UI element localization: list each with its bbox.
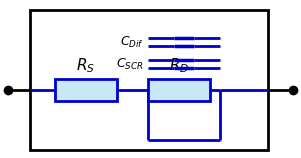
Text: $R_D$: $R_D$	[169, 56, 189, 75]
Text: $C_{Dif}$: $C_{Dif}$	[120, 34, 144, 50]
Bar	[30, 10, 268, 150]
Bar	[148, 79, 210, 101]
Text: $R_S$: $R_S$	[76, 56, 95, 75]
Bar	[55, 79, 117, 101]
Text: $C_{SCR}$: $C_{SCR}$	[116, 56, 144, 72]
